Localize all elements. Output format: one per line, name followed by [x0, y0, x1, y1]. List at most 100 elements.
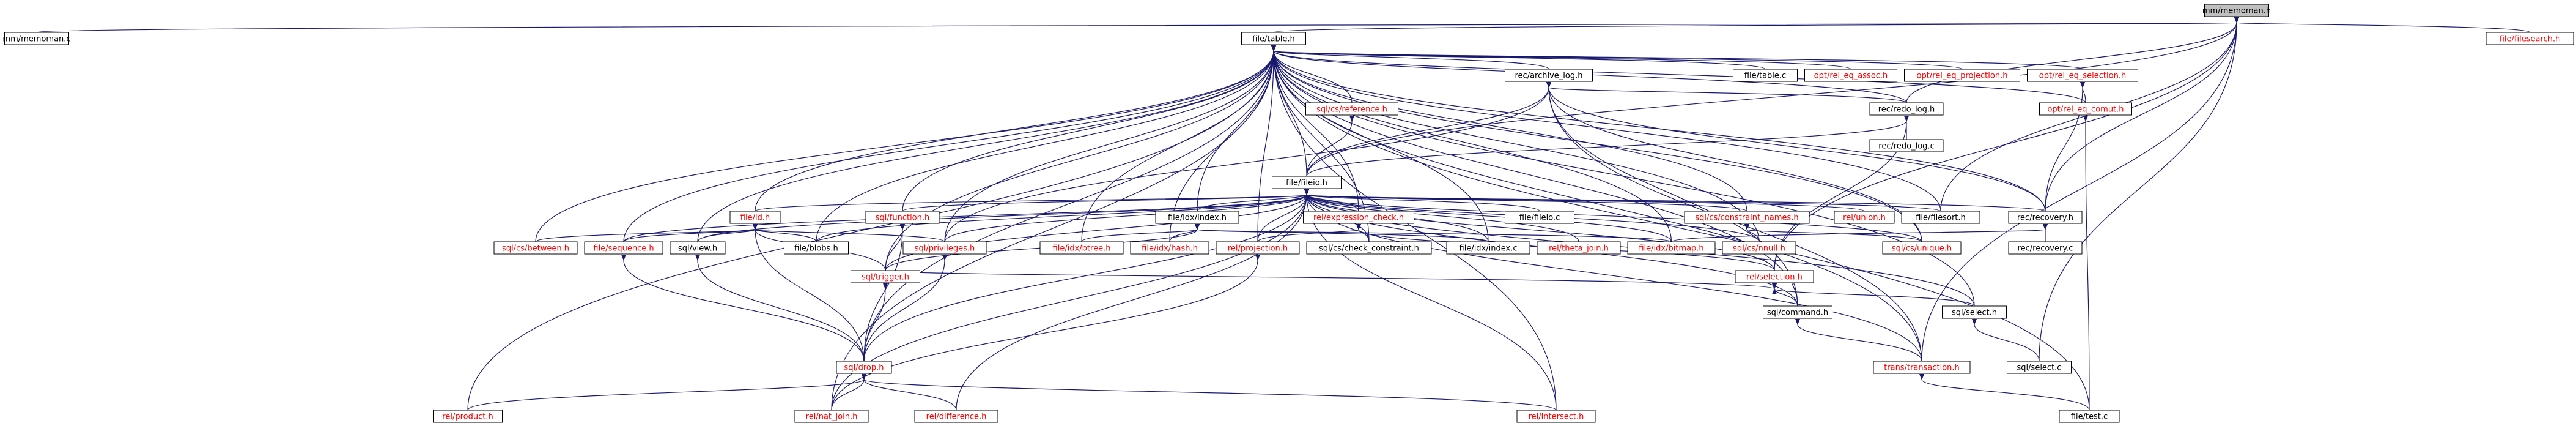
graph-node[interactable]: rel/theta_join.h: [1537, 241, 1621, 255]
node-box: [1305, 102, 1398, 116]
graph-node[interactable]: file/fileio.h: [1272, 176, 1342, 189]
include-edge: [1304, 189, 1922, 362]
node-label: rel/difference.h: [926, 413, 987, 422]
include-edge: [623, 45, 1277, 242]
node-box: [670, 241, 726, 255]
graph-node[interactable]: file/table.h: [1241, 32, 1306, 45]
include-edge: [1081, 223, 1200, 242]
include-edge: [1271, 45, 1359, 212]
include-edge: [2045, 17, 2240, 212]
node-box: [2027, 69, 2138, 82]
include-edge: [623, 189, 1310, 242]
include-edge: [1271, 45, 1941, 212]
graph-node[interactable]: file/idx/index.c: [1446, 241, 1530, 255]
graph-node[interactable]: rel/projection.h: [1216, 241, 1300, 255]
graph-node[interactable]: rec/redo_log.h: [1869, 102, 1944, 116]
node-box: [1306, 241, 1432, 255]
node-box: [1627, 241, 1716, 255]
include-edge: [1306, 115, 1910, 177]
graph-node[interactable]: rel/nat_join.h: [794, 410, 869, 423]
graph-node[interactable]: rec/redo_log.c: [1869, 139, 1944, 152]
graph-node[interactable]: rec/recovery.h: [2008, 211, 2083, 224]
graph-node[interactable]: rec/archive_log.h: [1505, 69, 1593, 82]
graph-node[interactable]: sql/select.h: [1942, 305, 2007, 319]
graph-node[interactable]: trans/transaction.h: [1873, 361, 1971, 374]
graph-node[interactable]: file/filesort.h: [1901, 211, 1980, 224]
include-edge: [1304, 189, 1922, 242]
include-edge: [1771, 283, 1975, 307]
include-edge: [1304, 189, 1557, 411]
include-edge: [885, 223, 906, 271]
include-edge: [1257, 189, 1310, 242]
graph-node[interactable]: rel/difference.h: [914, 410, 998, 423]
node-label: mm/memoman.h: [2202, 7, 2271, 16]
graph-node[interactable]: file/table.c: [1733, 69, 1798, 82]
node-box: [493, 241, 578, 255]
include-edge: [863, 223, 906, 362]
node-label: rel/product.h: [442, 413, 493, 422]
node-box: [1904, 69, 2020, 82]
include-edge: [1271, 45, 1557, 411]
node-label: sql/view.h: [678, 244, 717, 253]
graph-node[interactable]: file/sequence.h: [584, 241, 663, 255]
graph-node[interactable]: sql/trigger.h: [851, 270, 920, 283]
include-edge: [831, 373, 867, 411]
include-edge: [695, 254, 865, 362]
graph-node[interactable]: file/filesearch.h: [2486, 32, 2574, 45]
graph-node[interactable]: file/idx/hash.h: [1130, 241, 1209, 255]
graph-node[interactable]: opt/rel_eq_selection.h: [2027, 69, 2138, 82]
node-label: file/blobs.h: [794, 244, 838, 253]
graph-node[interactable]: rec/recovery.c: [2008, 241, 2083, 255]
node-box: [1303, 211, 1414, 224]
node-label: trans/transaction.h: [1884, 364, 1960, 373]
include-edge: [885, 45, 1277, 271]
graph-node[interactable]: file/idx/bitmap.h: [1627, 241, 1716, 255]
graph-node[interactable]: rel/union.h: [1834, 211, 1895, 224]
node-box: [1735, 270, 1814, 283]
graph-node[interactable]: sql/function.h: [865, 211, 940, 224]
graph-node[interactable]: sql/command.h: [1763, 305, 1832, 319]
graph-node[interactable]: file/blobs.h: [784, 241, 849, 255]
node-label: file/filesort.h: [1916, 214, 1966, 223]
node-box: [1763, 305, 1832, 319]
include-edge: [755, 45, 1277, 212]
graph-node[interactable]: file/test.c: [2059, 410, 2120, 423]
graph-node[interactable]: sql/view.h: [670, 241, 726, 255]
graph-node[interactable]: file/fileio.c: [1505, 211, 1574, 224]
node-label: sql/function.h: [876, 214, 930, 223]
node-box: [1505, 69, 1593, 82]
graph-node[interactable]: sql/cs/reference.h: [1305, 102, 1398, 116]
graph-node[interactable]: sql/cs/nnull.h: [1722, 241, 1796, 255]
graph-node[interactable]: file/id.h: [729, 211, 781, 224]
graph-node[interactable]: sql/drop.h: [836, 361, 892, 374]
graph-node[interactable]: sql/cs/constraint_names.h: [1684, 211, 1810, 224]
graph-node[interactable]: mm/memoman.c: [2, 32, 71, 45]
graph-node[interactable]: opt/rel_eq_comut.h: [2039, 102, 2132, 116]
graph-node[interactable]: opt/rel_eq_assoc.h: [1804, 69, 1897, 82]
graph-node[interactable]: rel/intersect.h: [1516, 410, 1596, 423]
node-label: rel/expression_check.h: [1313, 214, 1404, 223]
graph-node[interactable]: file/idx/index.h: [1155, 211, 1239, 224]
include-edge: [1271, 45, 1370, 242]
graph-node[interactable]: rel/selection.h: [1735, 270, 1814, 283]
graph-node[interactable]: rel/expression_check.h: [1303, 211, 1414, 224]
graph-node[interactable]: rel/product.h: [433, 410, 503, 423]
node-box: [4, 32, 69, 45]
include-edge: [885, 189, 1310, 271]
graph-node[interactable]: mm/memoman.h: [2202, 4, 2271, 17]
include-edge: [1194, 223, 1672, 242]
node-box: [784, 241, 849, 255]
node-label: sql/command.h: [1767, 309, 1828, 318]
graph-node[interactable]: opt/rel_eq_projection.h: [1904, 69, 2020, 82]
node-box: [729, 211, 781, 224]
graph-node[interactable]: sql/privileges.h: [902, 241, 987, 255]
graph-node[interactable]: sql/select.c: [2007, 361, 2072, 374]
graph-node[interactable]: file/idx/btree.h: [1039, 241, 1124, 255]
node-label: rec/archive_log.h: [1515, 72, 1583, 81]
graph-node[interactable]: sql/cs/check_constraint.h: [1306, 241, 1432, 255]
graph-node[interactable]: sql/cs/between.h: [493, 241, 578, 255]
graph-node[interactable]: sql/cs/unique.h: [1882, 241, 1962, 255]
node-box: [914, 410, 998, 423]
node-box: [1901, 211, 1980, 224]
include-edge: [1257, 45, 1277, 242]
